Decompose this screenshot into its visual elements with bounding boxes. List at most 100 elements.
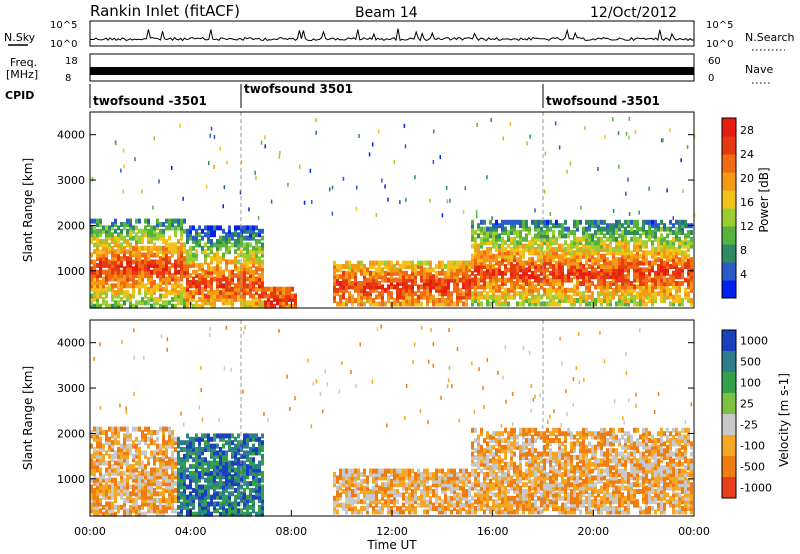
heatmap-cell xyxy=(123,447,126,452)
heatmap-cell xyxy=(408,492,411,498)
heatmap-cell xyxy=(495,243,498,249)
heatmap-cell xyxy=(507,475,510,481)
heatmap-cell xyxy=(207,511,210,517)
heatmap-cell xyxy=(678,260,681,266)
heatmap-cell xyxy=(678,270,681,276)
heatmap-cell xyxy=(222,276,225,282)
heatmap-cell xyxy=(636,253,639,259)
heatmap-cell xyxy=(564,277,567,283)
heatmap-cell xyxy=(93,501,96,507)
heatmap-cell xyxy=(249,249,252,255)
heatmap-cell xyxy=(126,273,129,279)
heatmap-cell xyxy=(630,264,633,269)
heatmap-cell xyxy=(195,269,198,275)
heatmap-cell xyxy=(464,186,466,191)
heatmap-cell xyxy=(420,502,423,508)
heatmap-cell xyxy=(621,274,624,280)
heatmap-cell xyxy=(96,460,99,466)
heatmap-cell xyxy=(141,252,144,258)
heatmap-cell xyxy=(405,489,408,494)
heatmap-cell xyxy=(249,252,252,258)
heatmap-cell xyxy=(372,301,375,307)
heatmap-cell xyxy=(618,250,621,256)
heatmap-cell xyxy=(192,296,195,302)
heatmap-cell xyxy=(138,300,141,306)
heatmap-cell xyxy=(207,474,210,480)
heatmap-cell xyxy=(336,264,339,269)
heatmap-cell xyxy=(588,277,591,283)
heatmap-cell xyxy=(252,228,255,234)
heatmap-cell xyxy=(150,290,153,296)
heatmap-cell xyxy=(90,266,93,272)
heatmap-cell xyxy=(633,277,636,283)
heatmap-cell xyxy=(453,482,456,488)
heatmap-cell xyxy=(129,225,132,231)
heatmap-cell xyxy=(348,267,351,273)
heatmap-cell xyxy=(171,273,174,279)
heatmap-cell xyxy=(165,447,168,452)
heatmap-cell xyxy=(207,436,210,442)
heatmap-cell xyxy=(225,498,228,504)
heatmap-cell xyxy=(144,273,147,279)
heatmap-cell xyxy=(387,260,390,266)
heatmap-cell xyxy=(174,508,177,514)
heatmap-cell xyxy=(618,264,621,269)
heatmap-cell xyxy=(660,291,663,297)
heatmap-cell xyxy=(261,447,264,452)
heatmap-cell xyxy=(336,485,339,491)
heatmap-cell xyxy=(489,277,492,283)
heatmap-cell xyxy=(111,232,114,238)
heatmap-cell xyxy=(603,243,606,249)
heatmap-cell xyxy=(462,485,465,491)
heatmap-cell xyxy=(141,430,144,435)
heatmap-cell xyxy=(489,267,492,273)
heatmap-cell xyxy=(628,135,630,140)
heatmap-cell xyxy=(201,447,204,452)
heatmap-cell xyxy=(156,481,159,487)
heatmap-cell xyxy=(144,259,147,265)
heatmap-cell xyxy=(366,291,369,297)
heatmap-cell xyxy=(414,509,417,515)
heatmap-cell xyxy=(495,260,498,266)
heatmap-cell xyxy=(474,264,477,269)
heatmap-cell xyxy=(588,243,591,249)
heatmap-cell xyxy=(510,240,513,246)
heatmap-cell xyxy=(231,300,234,306)
heatmap-cell xyxy=(439,155,441,160)
heatmap-cell xyxy=(339,287,342,293)
heatmap-cell xyxy=(381,492,384,498)
heatmap-cell xyxy=(360,489,363,494)
heatmap-cell xyxy=(345,468,348,474)
heatmap-cell xyxy=(246,225,249,231)
heatmap-cell xyxy=(183,467,186,473)
heatmap-cell xyxy=(504,230,507,235)
heatmap-cell xyxy=(618,301,621,307)
heatmap-cell xyxy=(501,492,504,498)
heatmap-cell xyxy=(498,284,501,290)
heatmap-cell xyxy=(114,426,117,432)
heatmap-cell xyxy=(195,511,198,517)
heatmap-cell xyxy=(393,495,396,501)
heatmap-cell xyxy=(141,266,144,272)
heatmap-cell xyxy=(459,468,462,474)
heatmap-cell xyxy=(342,176,345,181)
heatmap-cell xyxy=(445,185,448,190)
heatmap-cell xyxy=(459,475,462,481)
heatmap-cell xyxy=(210,470,213,476)
heatmap-cell xyxy=(480,226,483,232)
heatmap-cell xyxy=(609,281,612,286)
heatmap-cell xyxy=(663,250,666,256)
heatmap-cell xyxy=(525,226,528,232)
heatmap-cell xyxy=(480,431,483,437)
heatmap-cell xyxy=(126,290,129,296)
heatmap-cell xyxy=(255,286,258,292)
heatmap-cell xyxy=(474,482,477,488)
heatmap-cell xyxy=(450,294,453,300)
heatmap-cell xyxy=(126,256,129,262)
heatmap-cell xyxy=(114,262,117,268)
heatmap-cell xyxy=(159,276,162,282)
heatmap-cell xyxy=(132,279,135,285)
heatmap-cell xyxy=(561,243,564,249)
heatmap-cell xyxy=(165,256,168,262)
noise-left-tick-bottom: 10^0 xyxy=(50,39,77,50)
